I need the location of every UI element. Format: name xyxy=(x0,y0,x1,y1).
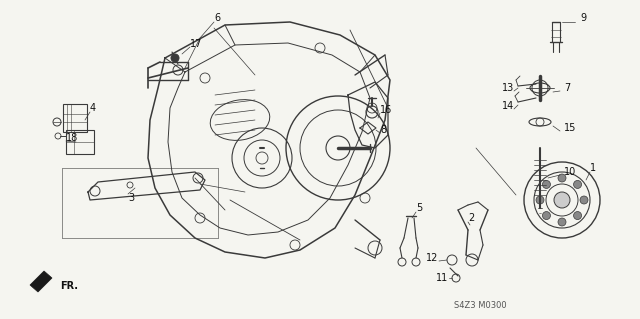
Text: 15: 15 xyxy=(564,123,577,133)
Circle shape xyxy=(558,218,566,226)
Text: 10: 10 xyxy=(564,167,576,177)
Polygon shape xyxy=(30,271,52,292)
Text: 14: 14 xyxy=(502,101,514,111)
Circle shape xyxy=(573,211,582,219)
Text: 16: 16 xyxy=(380,105,392,115)
Text: S4Z3 M0300: S4Z3 M0300 xyxy=(454,300,506,309)
Text: 9: 9 xyxy=(580,13,586,23)
Text: FR.: FR. xyxy=(60,281,78,291)
Circle shape xyxy=(536,196,544,204)
Circle shape xyxy=(171,54,179,62)
Text: 7: 7 xyxy=(564,83,570,93)
Bar xyxy=(63,104,87,132)
Text: 3: 3 xyxy=(128,193,134,203)
Circle shape xyxy=(543,181,550,189)
Text: 2: 2 xyxy=(468,213,474,223)
Circle shape xyxy=(580,196,588,204)
Bar xyxy=(66,130,94,154)
Text: 13: 13 xyxy=(502,83,514,93)
Text: 8: 8 xyxy=(380,125,386,135)
Circle shape xyxy=(543,211,550,219)
Circle shape xyxy=(558,174,566,182)
Text: 5: 5 xyxy=(416,203,422,213)
Text: 17: 17 xyxy=(190,39,202,49)
Text: 18: 18 xyxy=(66,133,78,143)
Text: 1: 1 xyxy=(590,163,596,173)
Circle shape xyxy=(573,181,582,189)
Text: 6: 6 xyxy=(214,13,220,23)
Text: 12: 12 xyxy=(426,253,438,263)
Text: 4: 4 xyxy=(90,103,96,113)
Text: 11: 11 xyxy=(436,273,448,283)
Circle shape xyxy=(554,192,570,208)
